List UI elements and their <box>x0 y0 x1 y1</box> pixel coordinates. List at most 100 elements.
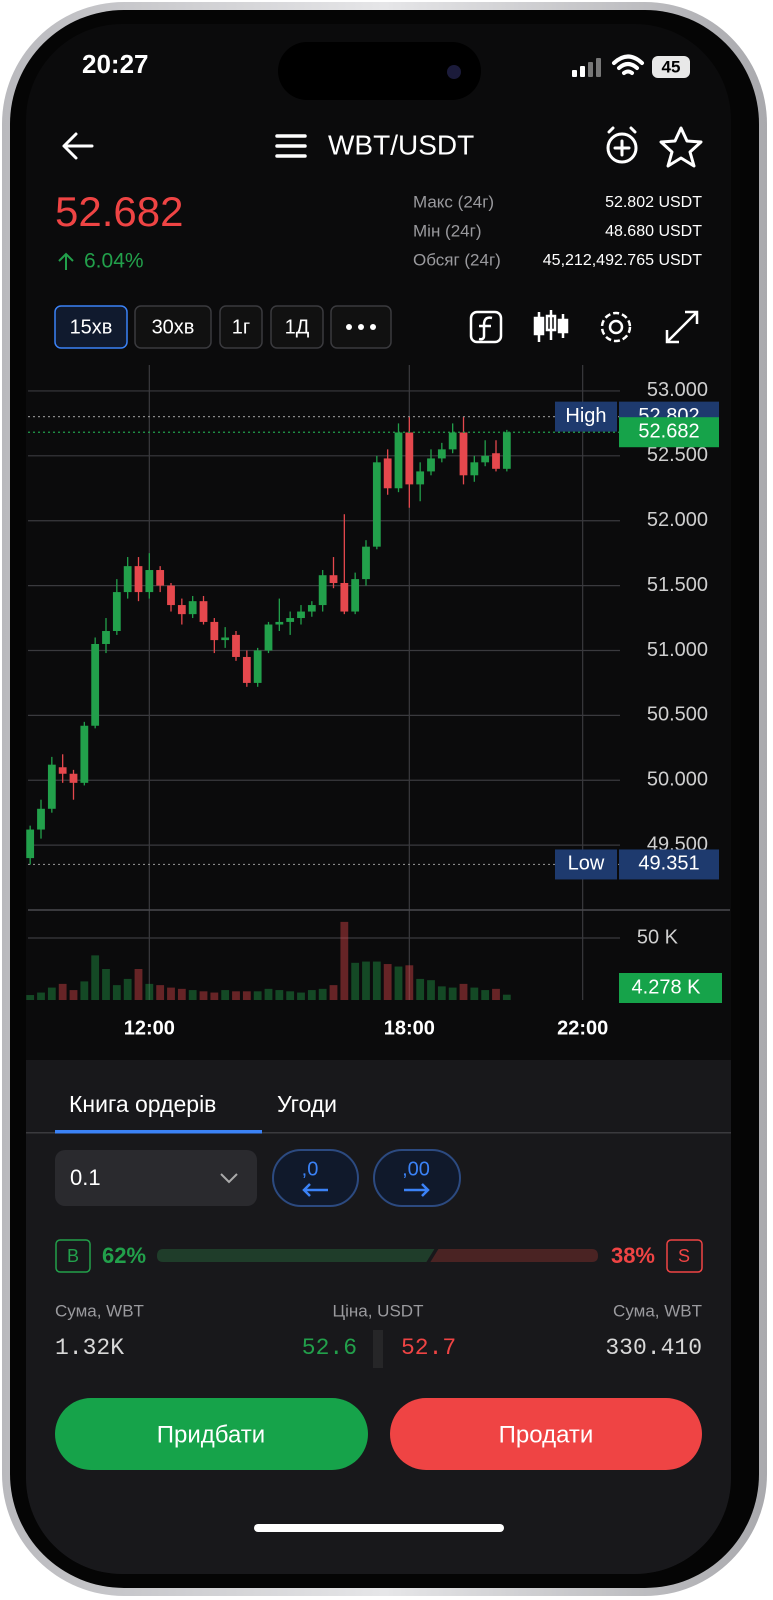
candle-body <box>394 432 403 489</box>
candle-body <box>492 453 500 469</box>
volume-bar <box>253 991 262 1000</box>
price-tag-value: 49.351 <box>638 853 699 875</box>
candle-body <box>37 808 45 830</box>
precision-value: 0.1 <box>70 1165 101 1190</box>
signal-icon <box>572 58 601 77</box>
price-tag-name: Low <box>568 853 605 875</box>
more-dot <box>346 324 352 330</box>
screen: 12:00 18:00 22:0049.50050.00050.50051.0005… <box>26 24 731 1574</box>
indicator-button[interactable] <box>469 310 503 344</box>
volume-bar <box>264 988 273 1000</box>
buy-ratio: 62% <box>102 1243 146 1268</box>
volume-bar <box>47 987 56 1000</box>
candle-body <box>177 605 186 615</box>
volume-bar <box>123 978 132 1000</box>
chart-type-button[interactable] <box>533 310 569 342</box>
volume-bar <box>145 983 154 1000</box>
volume-bar <box>470 987 479 1000</box>
more-dot <box>370 324 376 330</box>
precision-decrease[interactable] <box>272 1149 359 1207</box>
candle-body <box>275 621 284 625</box>
candle-body <box>26 829 35 859</box>
buy-button[interactable] <box>55 1398 368 1470</box>
interval-label: 30хв <box>152 316 195 338</box>
volume-bar <box>362 961 370 1000</box>
candle-body <box>329 575 338 583</box>
volume-bar <box>340 921 349 1000</box>
stat-label: Обсяг (24г) <box>413 250 501 269</box>
interval-button[interactable] <box>219 305 263 349</box>
volume-bar <box>134 969 143 1000</box>
stat-value: 48.680 USDT <box>605 223 702 240</box>
tab-trades[interactable]: Угоди <box>277 1091 337 1117</box>
candle-body <box>416 471 425 485</box>
interval-button[interactable] <box>54 305 128 349</box>
interval-label: 1г <box>232 316 250 338</box>
buy-tag: B <box>67 1246 79 1266</box>
spread-divider <box>373 1330 383 1368</box>
back-button[interactable] <box>62 132 94 160</box>
ratio-buy <box>157 1249 435 1262</box>
precision-select[interactable] <box>55 1150 257 1206</box>
volume-bar <box>80 981 89 1000</box>
tab-orderbook[interactable]: Книга ордерів <box>69 1091 216 1117</box>
volume-bar <box>221 990 230 1000</box>
wifi-icon <box>612 54 644 75</box>
volume-bar <box>394 966 403 1000</box>
home-indicator <box>254 1524 504 1532</box>
volume-bar <box>416 978 425 1000</box>
buy-tag-box <box>55 1239 91 1273</box>
x-tick-label: 22:00 <box>557 1017 608 1039</box>
y-tick-label: 50.500 <box>647 704 708 726</box>
interval-button[interactable] <box>134 305 212 349</box>
sell-tag: S <box>678 1246 690 1266</box>
stat-label: Макс (24г) <box>413 192 494 211</box>
candle-body <box>286 618 295 622</box>
fullscreen-button[interactable] <box>665 310 699 344</box>
volume-bar <box>383 964 392 1000</box>
volume-bar <box>69 990 78 1000</box>
candle-body <box>372 462 381 547</box>
alarm-button[interactable] <box>606 126 638 164</box>
price-tag <box>619 849 719 880</box>
candle-body <box>481 455 490 463</box>
y-tick-label: 50.000 <box>647 769 708 791</box>
camera <box>447 65 461 79</box>
volume-bar <box>318 988 327 1000</box>
candle-body <box>199 601 208 622</box>
pair-title: WBT/USDT <box>328 129 474 160</box>
candle-body <box>102 631 110 644</box>
candle-body <box>221 637 230 641</box>
favorite-button[interactable] <box>659 126 703 168</box>
candle-body <box>210 621 219 641</box>
interval-label: 1Д <box>285 316 310 338</box>
volume-tick-label: 50 K <box>637 926 679 948</box>
volume-bar <box>242 991 251 1000</box>
volume-bar <box>188 990 197 1000</box>
candle-body <box>91 643 100 726</box>
more-dot <box>358 324 364 330</box>
menu-button[interactable] <box>275 134 307 158</box>
settings-button[interactable] <box>600 311 632 343</box>
price-tag-name-box <box>555 401 617 432</box>
interval-button[interactable] <box>270 305 324 349</box>
buy-button-label: Придбати <box>157 1421 265 1448</box>
chart: 12:00 18:00 22:0049.50050.00050.50051.0005… <box>26 365 730 1039</box>
buy-amount: 1.32K <box>55 1335 124 1361</box>
precision-increase[interactable] <box>373 1149 461 1207</box>
ratio-sell <box>430 1249 598 1262</box>
y-tick-label: 53.000 <box>647 379 708 401</box>
candle-body <box>145 570 154 593</box>
candle-body <box>253 650 262 683</box>
y-tick-label: 52.000 <box>647 509 708 531</box>
volume-bar <box>448 987 457 1000</box>
stat-value: 45,212,492.765 USDT <box>543 252 702 269</box>
sell-button[interactable] <box>390 1398 702 1470</box>
candle-body <box>264 624 273 651</box>
volume-bar <box>112 985 121 1000</box>
volume-bar <box>307 990 316 1000</box>
tab-divider <box>26 1132 731 1134</box>
sell-button-label: Продати <box>499 1421 594 1448</box>
y-tick-label: 51.500 <box>647 574 708 596</box>
volume-bar <box>329 985 338 1000</box>
